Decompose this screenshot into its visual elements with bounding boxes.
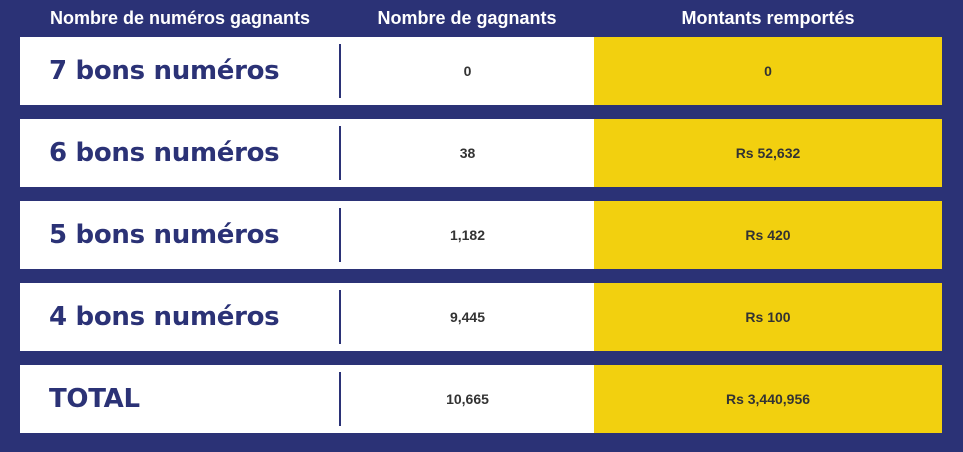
table-row-6: 6 bons numéros 38 Rs 52,632 bbox=[20, 119, 942, 187]
header-amounts-won: Montants remportés bbox=[681, 8, 855, 28]
row-label-total: TOTAL bbox=[49, 384, 140, 414]
row-label: 7 bons numéros bbox=[49, 56, 280, 86]
amount-won: 0 bbox=[594, 37, 942, 105]
column-divider bbox=[339, 208, 341, 262]
amount-won-total: Rs 3,440,956 bbox=[594, 365, 942, 433]
table-row-4: 4 bons numéros 9,445 Rs 100 bbox=[20, 283, 942, 351]
winners-count: 1,182 bbox=[449, 227, 486, 243]
row-label: 4 bons numéros bbox=[49, 302, 280, 332]
column-divider bbox=[339, 126, 341, 180]
row-label: 5 bons numéros bbox=[49, 220, 280, 250]
table-header: Nombre de numéros gagnants Nombre de gag… bbox=[0, 0, 963, 36]
column-divider bbox=[339, 290, 341, 344]
table-row-5: 5 bons numéros 1,182 Rs 420 bbox=[20, 201, 942, 269]
winners-count: 0 bbox=[463, 63, 472, 79]
header-winners-count: Nombre de gagnants bbox=[377, 8, 557, 28]
column-divider bbox=[339, 372, 341, 426]
table-row-total: TOTAL 10,665 Rs 3,440,956 bbox=[20, 365, 942, 433]
table-row-7: 7 bons numéros 0 0 bbox=[20, 37, 942, 105]
amount-won: Rs 100 bbox=[594, 283, 942, 351]
winners-count: 9,445 bbox=[449, 309, 486, 325]
amount-won: Rs 52,632 bbox=[594, 119, 942, 187]
amount-won: Rs 420 bbox=[594, 201, 942, 269]
row-label: 6 bons numéros bbox=[49, 138, 280, 168]
winners-count: 38 bbox=[459, 145, 476, 161]
winners-count-total: 10,665 bbox=[446, 391, 489, 407]
column-divider bbox=[339, 44, 341, 98]
header-winning-numbers: Nombre de numéros gagnants bbox=[49, 8, 311, 28]
